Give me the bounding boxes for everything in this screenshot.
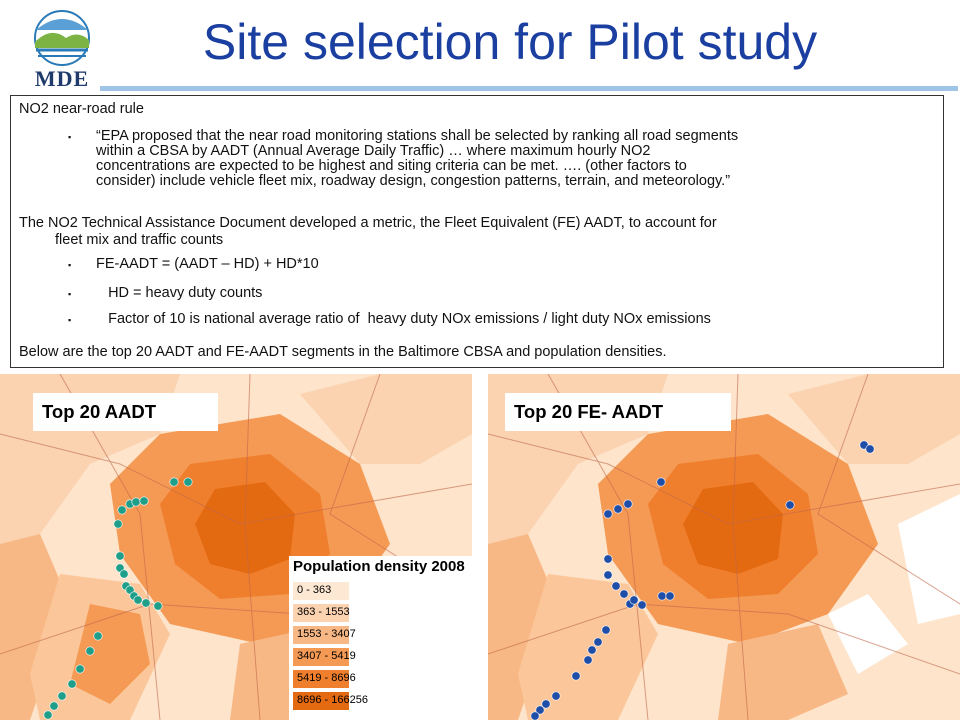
road-segment-marker: [583, 655, 593, 665]
road-segment-marker: [169, 477, 179, 487]
road-segment-marker: [141, 598, 151, 608]
legend-row: 0 - 363: [293, 582, 473, 602]
road-segment-marker: [93, 631, 103, 641]
page-title: Site selection for Pilot study: [202, 14, 818, 70]
hd-bullet: HD = heavy duty counts: [96, 285, 263, 301]
legend-label: 5419 - 8696: [297, 672, 356, 684]
quote-line: “EPA proposed that the near road monitor…: [96, 128, 739, 144]
road-segment-marker: [656, 477, 666, 487]
legend-label: 0 - 363: [297, 584, 332, 596]
legend-label: 1553 - 3407: [297, 628, 356, 640]
bullet-square-icon: ▪: [68, 132, 72, 142]
road-segment-marker: [119, 569, 129, 579]
left-aadt-markers: [43, 477, 193, 720]
quote-line: within a CBSA by AADT (Annual Average Da…: [96, 143, 651, 159]
map-top-20-fe-aadt: [488, 374, 960, 720]
rule-heading: NO2 near-road rule: [19, 101, 144, 117]
road-segment-marker: [535, 705, 545, 715]
legend-title: Population density 2008: [293, 558, 465, 575]
road-segment-marker: [785, 500, 795, 510]
road-segment-marker: [43, 710, 53, 720]
epa-quote: “EPA proposed that the near road monitor…: [96, 129, 936, 189]
road-segment-marker: [623, 499, 633, 509]
road-segment-marker: [657, 591, 667, 601]
road-segment-marker: [530, 711, 540, 720]
population-density-legend: Population density 2008 0 - 363 363 - 15…: [289, 556, 479, 720]
road-segment-marker: [133, 595, 143, 605]
road-segment-marker: [85, 646, 95, 656]
mde-logo-graphic: [34, 10, 90, 66]
road-segment-marker: [603, 554, 613, 564]
paragraph-line: The NO2 Technical Assistance Document de…: [19, 215, 717, 231]
road-segment-marker: [613, 504, 623, 514]
paragraph-line: fleet mix and traffic counts: [55, 232, 224, 248]
bullet-square-icon: ▪: [68, 289, 72, 299]
legend-row: 1553 - 3407: [293, 626, 473, 646]
legend-row: 363 - 1553: [293, 604, 473, 624]
legend-swatch: [293, 692, 349, 710]
title-underline: [100, 86, 958, 91]
road-segment-marker: [183, 477, 193, 487]
footer-sentence: Below are the top 20 AADT and FE-AADT se…: [19, 344, 667, 360]
road-segment-marker: [603, 509, 613, 519]
road-segment-marker: [601, 625, 611, 635]
road-segment-marker: [113, 519, 123, 529]
road-segment-marker: [49, 701, 59, 711]
bullet-square-icon: ▪: [68, 260, 72, 270]
road-segment-marker: [611, 581, 621, 591]
road-segment-marker: [865, 444, 875, 454]
right-map-label: Top 20 FE- AADT: [505, 393, 731, 431]
road-segment-marker: [117, 505, 127, 515]
road-segment-marker: [629, 595, 639, 605]
road-segment-marker: [603, 570, 613, 580]
legend-label: 363 - 1553: [297, 606, 350, 618]
legend-row: 3407 - 5419: [293, 648, 473, 668]
left-map-label: Top 20 AADT: [33, 393, 218, 431]
road-segment-marker: [541, 699, 551, 709]
logo-text: MDE: [34, 66, 90, 91]
legend-swatch: [293, 670, 349, 688]
road-segment-marker: [57, 691, 67, 701]
right-fe-aadt-markers: [530, 440, 875, 720]
legend-row: 5419 - 8696: [293, 670, 473, 690]
road-segment-marker: [593, 637, 603, 647]
legend-row: 8696 - 166256: [293, 692, 473, 712]
road-segment-marker: [153, 601, 163, 611]
road-segment-marker: [131, 497, 141, 507]
road-segment-marker: [75, 664, 85, 674]
fe-aadt-paragraph: The NO2 Technical Assistance Document de…: [19, 215, 939, 249]
legend-swatch: [293, 626, 349, 644]
legend-swatch: [293, 648, 349, 666]
right-map-graphic: [488, 374, 960, 720]
road-segment-marker: [587, 645, 597, 655]
legend-swatch: [293, 604, 349, 622]
legend-label: 3407 - 5419: [297, 650, 356, 662]
legend-swatch: [293, 582, 349, 600]
bullet-square-icon: ▪: [68, 315, 72, 325]
quote-line: consider) include vehicle fleet mix, roa…: [96, 173, 731, 189]
road-segment-marker: [665, 591, 675, 601]
quote-line: concentrations are expected to be highes…: [96, 158, 687, 174]
road-segment-marker: [139, 496, 149, 506]
road-segment-marker: [637, 600, 647, 610]
road-segment-marker: [115, 551, 125, 561]
mde-logo: MDE: [26, 8, 98, 91]
factor-bullet: Factor of 10 is national average ratio o…: [96, 311, 711, 327]
road-segment-marker: [619, 589, 629, 599]
road-segment-marker: [571, 671, 581, 681]
road-segment-marker: [551, 691, 561, 701]
rule-text-box: NO2 near-road rule ▪ “EPA proposed that …: [10, 95, 944, 368]
formula-bullet: FE-AADT = (AADT – HD) + HD*10: [96, 256, 319, 272]
legend-label: 8696 - 166256: [297, 694, 368, 706]
road-segment-marker: [67, 679, 77, 689]
